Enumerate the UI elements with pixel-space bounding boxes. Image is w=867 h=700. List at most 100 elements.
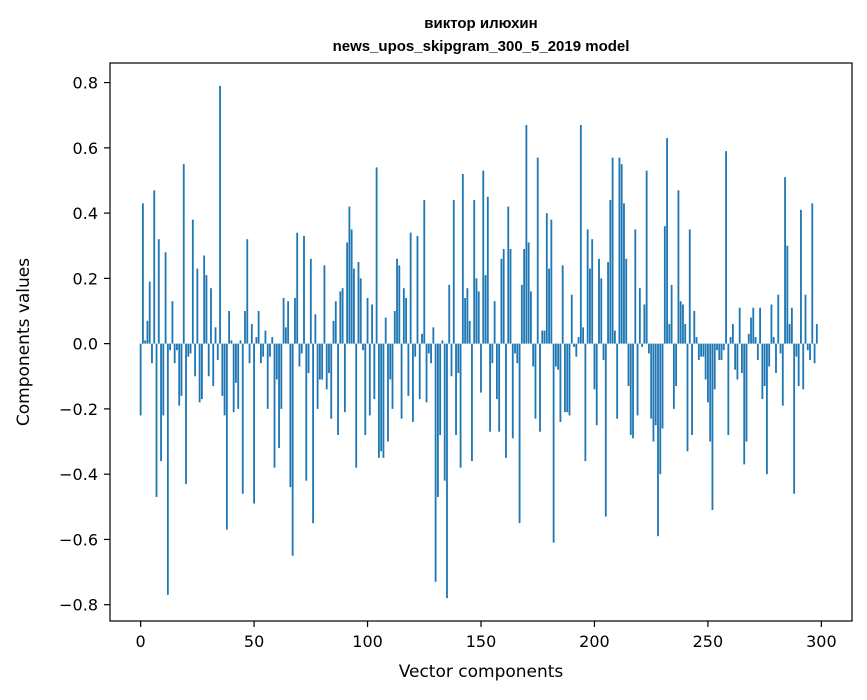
y-tick-label: −0.2	[59, 400, 98, 419]
bar	[228, 311, 231, 344]
bar	[271, 337, 274, 344]
bar	[797, 343, 800, 387]
bar	[688, 229, 691, 344]
bar	[548, 268, 550, 344]
bar	[269, 343, 271, 357]
bar	[561, 265, 564, 344]
bar	[423, 200, 426, 344]
x-axis-ticks: 0 50 100 150 200 250 300	[136, 621, 837, 651]
bar	[577, 337, 580, 344]
bar	[620, 164, 623, 344]
bar	[618, 157, 621, 344]
bar	[589, 268, 591, 344]
bar	[223, 343, 226, 416]
bar	[303, 235, 305, 344]
bar	[314, 314, 317, 344]
bar	[750, 317, 752, 344]
bar	[475, 278, 478, 344]
bar	[514, 343, 516, 354]
bar	[500, 258, 503, 344]
bar	[421, 333, 423, 344]
bar	[173, 343, 176, 364]
bar	[532, 343, 535, 367]
bar	[627, 343, 630, 387]
bar	[745, 343, 748, 442]
bar	[707, 343, 709, 403]
bar	[638, 288, 641, 344]
bar	[259, 343, 262, 364]
bar	[144, 340, 147, 344]
bar	[634, 229, 637, 344]
bar	[405, 297, 408, 344]
bar	[296, 232, 299, 344]
x-tick-label: 0	[136, 632, 146, 651]
bar	[493, 301, 496, 344]
bar	[141, 203, 144, 344]
bar	[441, 340, 444, 344]
bar	[552, 343, 555, 543]
bar	[756, 343, 759, 360]
bar	[166, 343, 169, 595]
y-axis-label: Components values	[14, 258, 34, 426]
bar	[636, 343, 639, 416]
bar	[772, 337, 775, 344]
bar	[697, 343, 700, 360]
bar	[366, 297, 369, 344]
bar	[670, 284, 673, 344]
bar	[348, 206, 351, 344]
bar	[591, 239, 594, 344]
bar	[731, 324, 734, 344]
bar	[650, 343, 653, 419]
bar	[523, 249, 526, 344]
bar	[806, 343, 809, 351]
bar	[716, 343, 718, 351]
bar	[598, 258, 600, 344]
bar	[312, 343, 314, 524]
x-tick-label: 250	[693, 632, 724, 651]
bar	[219, 85, 221, 344]
bar	[155, 343, 158, 497]
bar	[530, 291, 532, 344]
bar	[187, 343, 190, 357]
bar	[436, 343, 439, 497]
bar	[284, 327, 287, 344]
bar	[473, 200, 476, 344]
bar	[232, 343, 235, 413]
y-tick-label: 0.4	[73, 204, 98, 223]
bar	[741, 343, 743, 373]
bar	[275, 343, 278, 380]
bar	[539, 343, 541, 432]
bar	[661, 343, 664, 429]
bar	[786, 245, 789, 344]
y-tick-label: 0.6	[73, 139, 98, 158]
bar	[412, 343, 414, 422]
bar	[568, 343, 571, 416]
bar	[804, 294, 807, 344]
bar	[425, 343, 428, 403]
bar	[582, 327, 585, 344]
bars	[139, 85, 818, 599]
bar	[371, 304, 373, 344]
bar	[321, 343, 324, 380]
bar	[759, 307, 762, 344]
bar	[368, 343, 371, 416]
bar	[396, 258, 398, 344]
bar	[294, 297, 296, 344]
plot-frame	[109, 62, 853, 622]
bar	[611, 157, 614, 344]
bar	[287, 301, 290, 344]
bar	[484, 275, 487, 344]
bar	[246, 239, 249, 344]
bar	[702, 343, 705, 357]
bar	[527, 242, 530, 344]
bar	[666, 138, 668, 344]
chart-subtitle: news_upos_skipgram_300_5_2019 model	[333, 38, 630, 55]
bar	[282, 297, 285, 344]
bar	[495, 343, 498, 400]
bar	[550, 219, 553, 344]
bar	[648, 343, 650, 354]
y-tick-label: 0.8	[73, 74, 98, 93]
bar	[784, 177, 786, 344]
bar	[700, 343, 703, 357]
bar	[557, 343, 560, 370]
